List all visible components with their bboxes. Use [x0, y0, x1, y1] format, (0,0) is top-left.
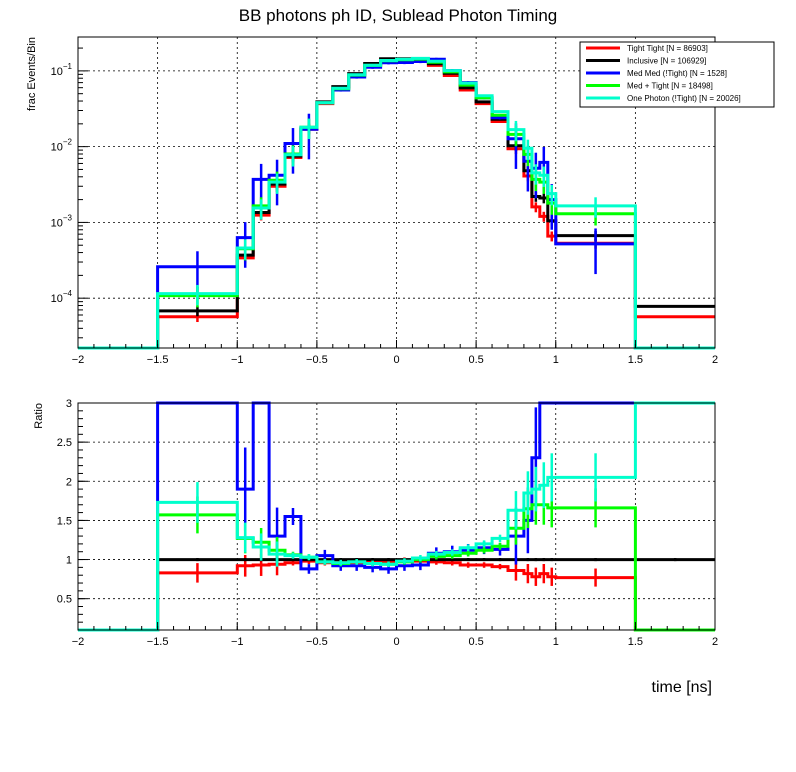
bottom-y-axis-title: Ratio — [33, 403, 45, 429]
legend-label: Med + Tight [N = 18498] — [627, 82, 713, 91]
top-x-tick-label: 0.5 — [468, 354, 483, 366]
top-y-tick-label: 10−1 — [51, 62, 73, 78]
bottom-x-tick-label: −0.5 — [306, 636, 328, 648]
legend-label: Inclusive [N = 106929] — [627, 57, 706, 66]
bottom-x-tick-label: −1.5 — [147, 636, 169, 648]
top-x-tick-label: 0 — [393, 354, 399, 366]
top-series-one-photon-tight-n-20026 — [78, 56, 715, 350]
bottom-x-tick-label: −2 — [72, 636, 85, 648]
top-x-axis: −2 −1.5 −1 −0.5 0 0.5 1 1.5 2 — [72, 340, 718, 366]
top-x-tick-label: 1 — [553, 354, 559, 366]
chart-title: BB photons ph ID, Sublead Photon Timing — [239, 6, 557, 25]
top-y-tick-label: 10−2 — [51, 138, 73, 154]
top-x-tick-label: −1 — [231, 354, 244, 366]
legend: Tight Tight [N = 86903] Inclusive [N = 10… — [579, 41, 775, 108]
bottom-x-tick-label: 2 — [712, 636, 718, 648]
bottom-x-tick-label: 1.5 — [628, 636, 643, 648]
x-axis-title: time [ns] — [652, 679, 712, 696]
bottom-y-tick-label: 0.5 — [57, 594, 72, 606]
legend-label: One Photon (!Tight) [N = 20026] — [627, 94, 741, 103]
bottom-y-tick-label: 1.5 — [57, 515, 72, 527]
bottom-y-tick-label: 3 — [66, 398, 72, 410]
legend-items: Tight Tight [N = 86903] Inclusive [N = 10… — [586, 44, 741, 103]
top-x-tick-label: −1.5 — [147, 354, 169, 366]
bottom-x-tick-label: −1 — [231, 636, 244, 648]
top-y-axis: 10−4 10−3 10−2 10−1 — [51, 47, 88, 339]
top-x-tick-label: 1.5 — [628, 354, 643, 366]
top-y-tick-label: 10−4 — [51, 289, 73, 305]
bottom-y-tick-label: 2 — [66, 476, 72, 488]
bottom-y-axis: 0.5 1 1.5 2 2.5 3 — [57, 398, 88, 631]
bottom-y-tick-label: 2.5 — [57, 437, 72, 449]
bottom-y-tick-label: 1 — [66, 555, 72, 567]
top-x-tick-label: −0.5 — [306, 354, 328, 366]
top-y-axis-title: frac Events/Bin — [26, 37, 38, 111]
bottom-x-axis: −2 −1.5 −1 −0.5 0 0.5 1 1.5 2 — [72, 622, 718, 648]
top-x-tick-label: 2 — [712, 354, 718, 366]
bottom-x-tick-label: 1 — [553, 636, 559, 648]
legend-label: Tight Tight [N = 86903] — [627, 44, 708, 53]
top-series — [78, 56, 715, 350]
top-x-tick-label: −2 — [72, 354, 85, 366]
bottom-panel: −2 −1.5 −1 −0.5 0 0.5 1 1.5 2 0.5 1 1.5 2 2.5 3 Ratio… — [33, 398, 718, 696]
bottom-x-tick-label: 0 — [393, 636, 399, 648]
top-y-tick-label: 10−3 — [51, 213, 73, 229]
bottom-step-line — [78, 401, 715, 632]
bottom-series-one-photon-tight — [78, 401, 715, 632]
bottom-x-tick-label: 0.5 — [468, 636, 483, 648]
legend-label: Med Med (!Tight) [N = 1528] — [627, 69, 727, 78]
bottom-series — [78, 401, 715, 632]
top-step-line — [78, 56, 715, 350]
top-panel: −2 −1.5 −1 −0.5 0 0.5 1 1.5 2 10−4 10−3 10−2 10−1 f… — [26, 36, 718, 366]
